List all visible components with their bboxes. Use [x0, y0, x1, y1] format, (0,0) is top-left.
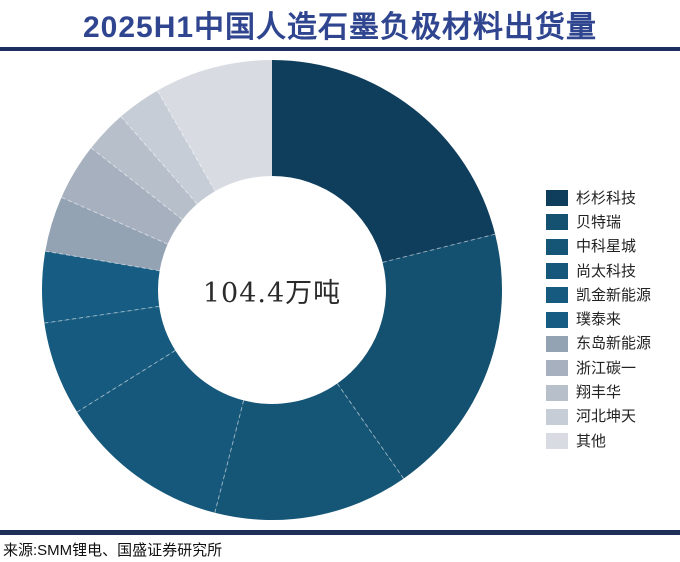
legend-item: 凯金新能源 [546, 283, 651, 307]
pie-slice-9 [120, 90, 216, 205]
legend-label: 凯金新能源 [576, 286, 652, 304]
pie-slice-5 [41, 251, 160, 324]
slice-separator [214, 400, 245, 513]
legend-swatch [546, 287, 568, 304]
legend-label: 其他 [576, 432, 607, 450]
pie-slice-7 [61, 147, 183, 245]
legend-item: 尚太科技 [546, 259, 651, 283]
legend-item: 中科星城 [546, 235, 651, 259]
pie-slice-4 [44, 306, 176, 413]
slice-separator [90, 147, 183, 220]
legend-label: 中科星城 [576, 238, 637, 256]
pie-slice-2 [214, 383, 404, 520]
donut-chart [41, 60, 503, 520]
pie-slice-8 [91, 116, 198, 220]
legend-swatch [546, 311, 568, 328]
legend-swatch [546, 190, 568, 207]
legend-label: 翔丰华 [576, 384, 622, 402]
pie-slice-10 [157, 60, 272, 192]
legend-label: 河北坤天 [576, 408, 637, 426]
source-note: 来源:SMM锂电、国盛证券研究所 [3, 542, 223, 559]
legend-label: 璞泰来 [576, 311, 622, 329]
slice-separator [44, 305, 160, 324]
legend-swatch [546, 263, 568, 280]
legend-item: 浙江碳一 [546, 356, 651, 380]
legend-swatch [546, 238, 568, 255]
legend-item: 其他 [546, 429, 651, 453]
legend-swatch [546, 384, 568, 401]
legend-label: 东岛新能源 [576, 335, 652, 353]
pie-slice-3 [77, 350, 244, 513]
legend-item: 河北坤天 [546, 405, 651, 429]
legend-swatch [546, 214, 568, 231]
legend-item: 璞泰来 [546, 307, 651, 331]
chart-legend: 杉杉科技贝特瑞中科星城尚太科技凯金新能源璞泰来东岛新能源浙江碳一翔丰华河北坤天其… [546, 186, 651, 453]
slice-separator [382, 233, 496, 263]
slice-separator [45, 250, 160, 272]
slice-separator [156, 90, 216, 192]
legend-swatch [546, 360, 568, 377]
slice-separator [336, 383, 405, 479]
legend-label: 杉杉科技 [576, 189, 637, 207]
legend-label: 贝特瑞 [576, 213, 622, 231]
legend-item: 贝特瑞 [546, 210, 651, 234]
slice-separator [61, 196, 168, 245]
pie-slice-6 [45, 197, 168, 271]
slice-separator [120, 116, 198, 205]
legend-item: 东岛新能源 [546, 332, 651, 356]
title-divider [0, 47, 680, 51]
legend-label: 浙江碳一 [576, 359, 637, 377]
page-title: 2025H1中国人造石墨负极材料出货量 [82, 10, 598, 44]
pie-slice-1 [337, 234, 503, 479]
legend-swatch [546, 408, 568, 425]
legend-swatch [546, 335, 568, 352]
legend-label: 尚太科技 [576, 262, 637, 280]
donut-center-total: 104.4万吨 [202, 277, 342, 309]
legend-item: 翔丰华 [546, 380, 651, 404]
pie-slice-0 [272, 60, 496, 263]
legend-swatch [546, 433, 568, 450]
footer-bar [0, 530, 680, 535]
slice-separator [76, 350, 176, 413]
legend-item: 杉杉科技 [546, 186, 651, 210]
